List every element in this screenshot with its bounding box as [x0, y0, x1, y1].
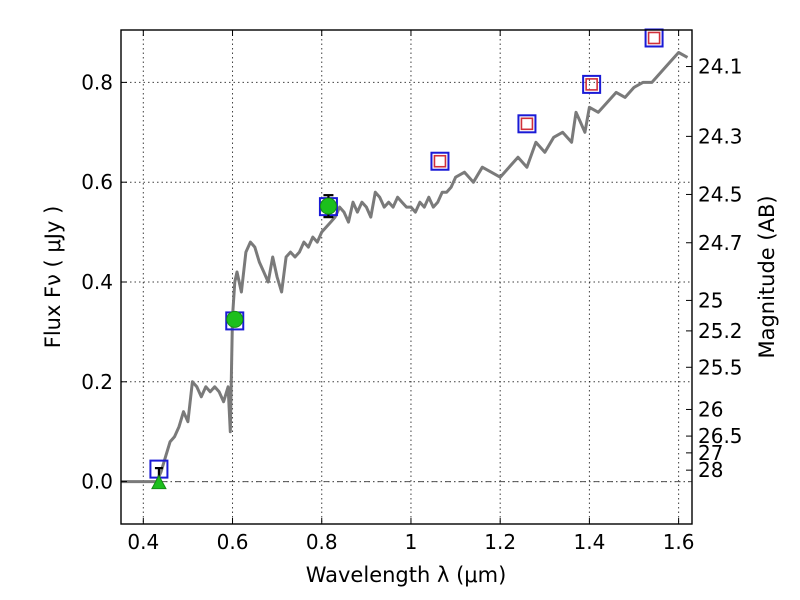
model-photometry-point — [430, 151, 450, 171]
model-photometry-layer — [149, 28, 664, 479]
observed-photometry-layer — [151, 194, 337, 490]
model-photometry-inner-box — [520, 117, 534, 131]
y-tick-label: 0.2 — [81, 370, 113, 394]
upper-limit-triangle — [151, 474, 167, 490]
sed-model-line — [121, 51, 689, 484]
x-tick-label: 1.4 — [573, 530, 605, 554]
x-tick-label: 0.4 — [127, 530, 159, 554]
y-tick-label: 0.8 — [81, 70, 113, 94]
observed-photometry-marker — [319, 197, 337, 215]
observed-photometry-point — [226, 310, 244, 328]
y-tick-label: 0.0 — [81, 470, 113, 494]
model-photometry-point — [644, 28, 664, 48]
x-tick-label: 1.6 — [663, 530, 695, 554]
magnitude-tick-label: 24.5 — [698, 182, 743, 206]
magnitude-tick-label: 26.5 — [698, 424, 743, 448]
magnitude-tick-label: 24.7 — [698, 231, 743, 255]
model-photometry-point — [517, 114, 537, 134]
magnitude-tick-label: 25.2 — [698, 319, 743, 343]
model-photometry-box — [430, 151, 450, 171]
plot-frame — [120, 29, 693, 525]
model-photometry-inner-box — [433, 154, 447, 168]
magnitude-tick-label: 27 — [698, 441, 723, 465]
x-tick-label: 1 — [405, 530, 418, 554]
model-photometry-box — [517, 114, 537, 134]
model-photometry-inner-box — [585, 78, 598, 91]
y-tick-label: 0.6 — [81, 170, 113, 194]
right-axis-label: Magnitude (AB) — [755, 195, 779, 358]
magnitude-tick-label: 28 — [698, 458, 723, 482]
sed-model-layer — [121, 51, 689, 484]
magnitude-tick-label: 25.5 — [698, 355, 743, 379]
observed-photometry-point — [319, 194, 337, 219]
magnitude-tick-label: 26 — [698, 397, 723, 421]
model-photometry-inner-box — [647, 31, 661, 45]
observed-photometry-marker — [226, 310, 244, 328]
x-axis-label: Wavelength λ (μm) — [306, 563, 507, 587]
magnitude-tick-label: 24.3 — [698, 124, 743, 148]
magnitude-tick-label: 25 — [698, 288, 723, 312]
model-photometry-point — [582, 74, 602, 94]
x-tick-label: 1.2 — [484, 530, 516, 554]
x-tick-label: 0.8 — [306, 530, 338, 554]
tick-layer: 0.4 0.6 0.8 1 1.2 1.4 1.6 0.0 0.2 0.4 0.6 0.8 24.1 24… — [81, 30, 743, 554]
y-tick-label: 0.4 — [81, 270, 113, 294]
magnitude-tick-label: 24.1 — [698, 55, 743, 79]
model-photometry-box — [582, 74, 602, 94]
x-tick-label: 0.6 — [217, 530, 249, 554]
y-axis-label: Flux Fν ( μJy ) — [41, 206, 65, 349]
observed-upper-limit — [151, 467, 167, 490]
